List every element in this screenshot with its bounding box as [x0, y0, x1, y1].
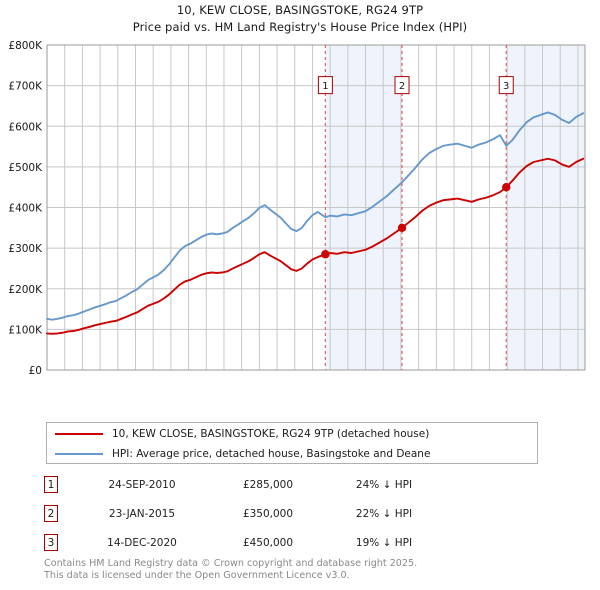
- marker-badge-2: [394, 76, 410, 95]
- table-row: 1 24-SEP-2010 £285,000 24% ↓ HPI: [44, 470, 514, 499]
- plot-frame: [46, 44, 586, 371]
- txn-date-3: 14-DEC-2020: [107, 536, 177, 549]
- legend-label-price-paid: 10, KEW CLOSE, BASINGSTOKE, RG24 9TP (de…: [112, 428, 430, 440]
- price-history-chart: £0 £100K £200K £300K £400K £500K £600K £700K £80…: [8, 40, 586, 375]
- txn-delta-1: 24% ↓ HPI: [355, 478, 413, 491]
- y-axis-tick-label: £200K: [8, 284, 43, 296]
- legend-swatch-price-paid: [55, 433, 103, 435]
- chart-legend: 10, KEW CLOSE, BASINGSTOKE, RG24 9TP (de…: [46, 422, 538, 464]
- txn-delta-2: 22% ↓ HPI: [355, 507, 413, 520]
- y-axis-tick-label: £800K: [8, 40, 43, 52]
- legend-swatch-hpi: [55, 453, 103, 455]
- txn-date-2: 23-JAN-2015: [108, 507, 176, 520]
- sale-point-1: [321, 250, 330, 259]
- y-axis-tick-label: £300K: [8, 243, 43, 255]
- transactions-table: 1 24-SEP-2010 £285,000 24% ↓ HPI 2 23-JA…: [44, 470, 514, 557]
- y-axis-tick-label: £500K: [8, 162, 43, 174]
- table-row: 3 14-DEC-2020 £450,000 19% ↓ HPI: [44, 528, 514, 557]
- series-line: [46, 157, 585, 335]
- txn-badge-1: 1: [44, 476, 58, 493]
- txn-badge-2: 2: [44, 505, 58, 522]
- chart-area: £0 £100K £200K £300K £400K £500K £600K £700K £80…: [0, 40, 600, 375]
- txn-delta-3: 19% ↓ HPI: [355, 536, 413, 549]
- txn-price-3: £450,000: [242, 536, 294, 549]
- y-axis-tick-label: £400K: [8, 203, 43, 215]
- legend-item-price-paid: 10, KEW CLOSE, BASINGSTOKE, RG24 9TP (de…: [47, 424, 537, 444]
- legend-item-hpi: HPI: Average price, detached house, Basi…: [47, 444, 537, 464]
- title-line-2: Price paid vs. HM Land Registry's House …: [132, 20, 468, 34]
- sale-point-2: [397, 223, 407, 233]
- series-line: [46, 111, 585, 321]
- marker-badge-label-1: 1: [322, 81, 328, 92]
- footer-attribution: Contains HM Land Registry data © Crown c…: [44, 558, 584, 582]
- marker-badge-label-3: 3: [503, 81, 509, 92]
- txn-date-1: 24-SEP-2010: [108, 478, 176, 491]
- footer-line-1: Contains HM Land Registry data © Crown c…: [44, 558, 418, 569]
- txn-price-2: £350,000: [242, 507, 294, 520]
- footer-line-2: This data is licensed under the Open Gov…: [44, 570, 350, 581]
- title-line-1: 10, KEW CLOSE, BASINGSTOKE, RG24 9TP: [176, 3, 424, 17]
- txn-badge-3: 3: [44, 534, 58, 551]
- table-row: 2 23-JAN-2015 £350,000 22% ↓ HPI: [44, 499, 514, 528]
- txn-price-1: £285,000: [242, 478, 294, 491]
- y-axis-tick-label: £0: [29, 365, 42, 375]
- y-axis-tick-label: £700K: [8, 81, 43, 93]
- y-axis-tick-label: £600K: [8, 121, 43, 133]
- y-axis-tick-label: £100K: [8, 324, 43, 336]
- page-title: 10, KEW CLOSE, BASINGSTOKE, RG24 9TP Pri…: [0, 2, 600, 36]
- marker-badge-1: [317, 76, 333, 95]
- sale-point-3: [502, 182, 511, 192]
- marker-badge-3: [498, 76, 514, 95]
- legend-label-hpi: HPI: Average price, detached house, Basi…: [112, 448, 431, 460]
- marker-badge-label-2: 2: [399, 81, 405, 92]
